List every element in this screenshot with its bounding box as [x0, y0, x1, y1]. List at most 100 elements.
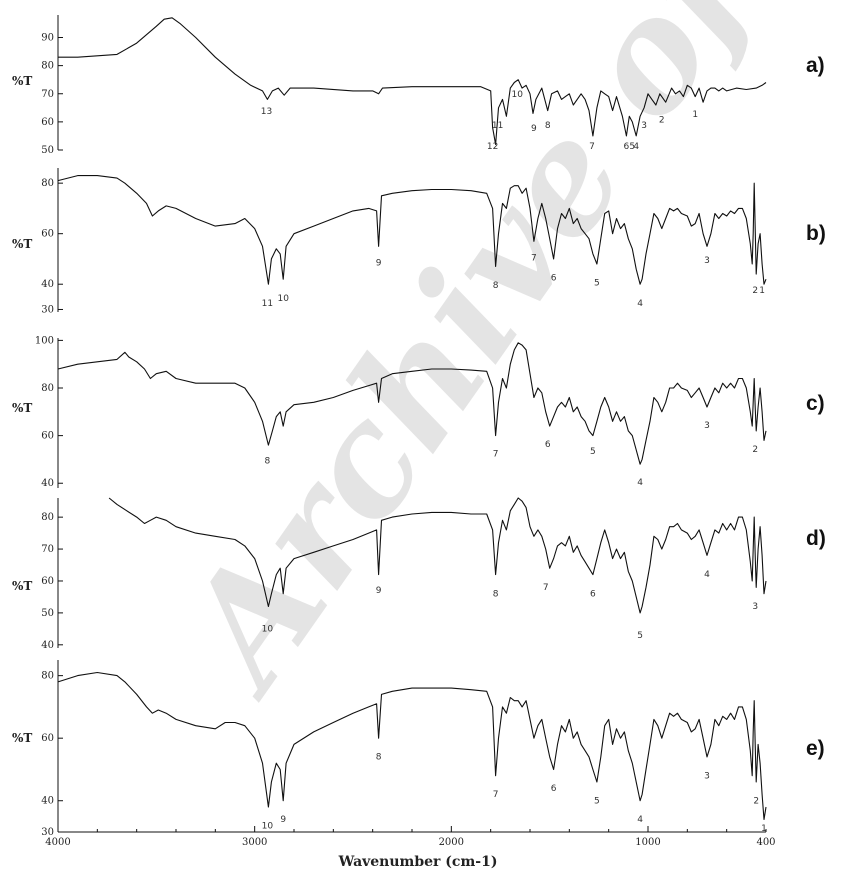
peak-label: 8: [265, 457, 271, 467]
y-tick-label: 80: [41, 512, 54, 523]
peak-label: 3: [641, 121, 647, 131]
peak-label: 3: [704, 772, 710, 782]
peak-label: 6: [590, 589, 596, 599]
y-tick-label: 60: [41, 576, 54, 587]
y-axis-label: %T: [12, 74, 32, 88]
peak-label: 2: [753, 797, 759, 807]
peak-label: 6: [624, 142, 630, 152]
peak-label: 4: [704, 570, 710, 580]
x-axis-label: Wavenumber (cm-1): [338, 854, 498, 870]
x-tick-label: 400: [756, 837, 775, 848]
y-tick-label: 40: [41, 478, 54, 489]
x-axis: 4000 3000 2000 1000 400: [45, 826, 776, 848]
panel-tag: c): [806, 392, 825, 415]
peak-label: 9: [376, 258, 382, 268]
peak-label: 9: [376, 586, 382, 596]
y-axis-label: %T: [12, 579, 32, 593]
spectrum-panel-2: 30 40 60 80 %T 11 10 9 8 7 6 5 4 3 2 1 b): [12, 168, 826, 315]
y-tick-label: 40: [41, 796, 54, 807]
y-tick-label: 50: [41, 145, 54, 156]
panel-tag: d): [806, 527, 826, 550]
y-tick-label: 80: [41, 671, 54, 682]
peak-label: 12: [487, 142, 498, 152]
panel-tag: a): [806, 54, 825, 77]
y-axis-label: %T: [12, 401, 32, 415]
peak-label: 1: [759, 286, 765, 296]
peak-label: 4: [633, 142, 639, 152]
panel-tag: e): [806, 737, 825, 760]
peak-label: 10: [277, 294, 289, 304]
peak-label: 10: [262, 822, 274, 832]
peak-label: 11: [492, 121, 503, 131]
peak-label: 7: [493, 450, 499, 460]
y-tick-label: 80: [41, 383, 54, 394]
spectrum-panel-3: 40 60 80 100 %T 8 7 6 5 4 3 2 c): [12, 335, 825, 489]
y-tick-label: 80: [41, 61, 54, 72]
spectrum-line: [57, 671, 767, 821]
peak-label: 3: [752, 602, 758, 612]
spectrum-line: [58, 17, 767, 145]
spectrum-panel-1: 50 60 70 80 90 %T 13 12 11 10 9 8 7 6 54 3 2 1 a): [12, 15, 825, 156]
peak-label: 4: [637, 478, 643, 488]
peak-label: 8: [493, 281, 499, 291]
y-tick-label: 60: [41, 431, 54, 442]
peak-label: 8: [545, 121, 551, 131]
y-tick-label: 60: [41, 733, 54, 744]
peak-label: 1: [692, 110, 698, 120]
y-tick-label: 70: [41, 544, 54, 555]
y-tick-label: 40: [41, 640, 54, 651]
spectrum-line: [108, 497, 767, 614]
y-tick-label: 40: [41, 279, 54, 290]
peak-label: 8: [376, 753, 382, 763]
panel-tag: b): [806, 222, 826, 245]
peak-label: 2: [752, 286, 758, 296]
peak-label: 9: [280, 815, 286, 825]
peak-label: 7: [531, 253, 537, 263]
peak-label: 5: [637, 631, 643, 641]
peak-label: 6: [545, 440, 551, 450]
x-tick-label: 1000: [635, 837, 660, 848]
y-tick-label: 70: [41, 89, 54, 100]
y-tick-label: 90: [41, 33, 54, 44]
y-tick-label: 30: [41, 304, 54, 315]
y-tick-label: 30: [41, 827, 54, 838]
peak-label: 9: [531, 124, 537, 134]
peak-label: 7: [493, 790, 499, 800]
x-tick-label: 4000: [45, 837, 70, 848]
peak-label: 8: [493, 589, 499, 599]
peak-label: 6: [551, 274, 557, 284]
peak-label: 6: [551, 784, 557, 794]
y-tick-label: 80: [41, 178, 54, 189]
y-tick-label: 60: [41, 117, 54, 128]
y-tick-label: 60: [41, 229, 54, 240]
y-axis-label: %T: [12, 731, 32, 745]
x-tick-label: 3000: [242, 837, 267, 848]
peak-label: 10: [262, 625, 274, 635]
x-tick-label: 2000: [439, 837, 464, 848]
peak-label: 1: [761, 824, 767, 834]
y-tick-label: 100: [35, 335, 54, 346]
peak-label: 5: [629, 142, 635, 152]
watermark-text: Archive of: [144, 0, 796, 724]
peak-label: 2: [659, 115, 665, 125]
peak-label: 3: [704, 256, 710, 266]
spectrum-panel-5: 30 40 60 80 %T 10 9 8 7 6 5 4 3 2 1 e): [12, 660, 825, 838]
y-tick-label: 50: [41, 608, 54, 619]
peak-label: 5: [594, 279, 600, 289]
peak-label: 7: [543, 583, 549, 593]
peak-label: 5: [590, 447, 596, 457]
peak-label: 11: [262, 299, 273, 309]
peak-label: 7: [589, 142, 595, 152]
spectrum-line: [57, 342, 767, 465]
peak-label: 4: [637, 299, 643, 309]
peak-label: 10: [511, 90, 523, 100]
peak-label: 13: [261, 107, 272, 117]
peak-label: 3: [704, 421, 710, 431]
peak-label: 5: [594, 797, 600, 807]
spectrum-panel-4: 40 50 60 70 80 %T 10 9 8 7 6 5 4 3 d): [12, 497, 826, 651]
peak-label: 4: [637, 815, 643, 825]
y-axis-label: %T: [12, 237, 32, 251]
